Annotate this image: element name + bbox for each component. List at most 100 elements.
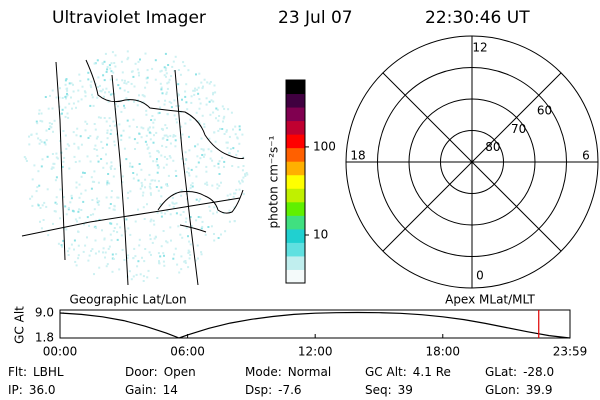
speckle — [90, 176, 93, 179]
speckle — [138, 94, 140, 97]
speckle — [90, 250, 93, 252]
speckle — [137, 208, 139, 211]
speckle — [238, 142, 241, 145]
time: 22:30:46 UT — [425, 8, 530, 28]
speckle — [209, 113, 212, 116]
speckle — [242, 193, 245, 196]
speckle — [173, 253, 176, 256]
speckle — [66, 87, 69, 90]
speckle — [125, 158, 128, 161]
speckle — [128, 125, 131, 128]
speckle — [146, 203, 148, 206]
speckle — [89, 84, 92, 87]
speckle — [91, 96, 94, 99]
speckle — [174, 169, 177, 172]
field-value: -7.6 — [278, 383, 301, 397]
coastline — [157, 189, 244, 214]
field-value: Normal — [288, 365, 331, 379]
speckle — [127, 56, 130, 59]
speckle — [164, 212, 167, 215]
speckle — [216, 108, 219, 111]
speckle — [202, 85, 204, 88]
speckle — [158, 260, 160, 263]
speckle — [108, 64, 111, 67]
speckle — [53, 162, 56, 165]
speckle — [98, 218, 101, 221]
speckle — [166, 87, 169, 90]
speckle — [217, 129, 220, 132]
speckle — [168, 78, 171, 81]
speckle — [171, 65, 174, 68]
speckle — [75, 181, 78, 184]
speckle — [106, 143, 108, 146]
speckle — [242, 165, 245, 167]
speckle — [53, 119, 56, 122]
speckle — [39, 207, 42, 209]
y-tick-label: 1.8 — [35, 331, 54, 345]
speckle — [147, 129, 150, 132]
speckle — [77, 100, 80, 103]
speckle — [238, 128, 241, 131]
speckle — [44, 143, 47, 146]
speckle — [47, 234, 50, 237]
speckle — [130, 82, 133, 85]
speckle — [151, 179, 154, 182]
speckle — [136, 173, 138, 176]
speckle — [155, 131, 158, 134]
speckle — [142, 101, 145, 104]
x-tick-label: 18:00 — [425, 345, 460, 359]
speckle — [77, 254, 80, 257]
speckle — [208, 82, 211, 85]
speckle — [212, 93, 214, 96]
speckle — [66, 89, 69, 92]
speckle — [174, 55, 177, 58]
speckle — [156, 211, 159, 214]
speckle — [202, 155, 205, 158]
speckle — [46, 188, 49, 191]
speckle — [46, 155, 49, 158]
speckle — [130, 278, 133, 281]
speckle — [175, 121, 178, 124]
speckle — [23, 156, 26, 158]
speckle — [159, 106, 162, 109]
speckle — [150, 253, 152, 256]
speckle — [168, 100, 171, 103]
speckle — [112, 175, 115, 178]
speckle — [172, 60, 175, 63]
speckle — [68, 247, 71, 250]
speckle — [139, 187, 142, 190]
speckle — [80, 175, 83, 178]
speckle — [98, 200, 101, 203]
speckle — [37, 137, 40, 140]
speckle — [207, 148, 210, 151]
speckle — [36, 186, 39, 189]
speckle — [215, 117, 217, 120]
speckle — [168, 155, 171, 157]
speckle — [101, 147, 104, 149]
speckle — [178, 271, 181, 274]
speckle — [210, 225, 213, 228]
speckle — [109, 166, 112, 169]
speckle — [45, 205, 48, 208]
speckle — [203, 125, 206, 128]
speckle — [67, 116, 70, 119]
speckle — [108, 207, 111, 210]
field-value: Open — [164, 365, 196, 379]
speckle — [176, 94, 179, 97]
speckle — [90, 86, 93, 89]
y-tick-label: 9.0 — [35, 306, 54, 320]
speckle — [101, 62, 104, 65]
speckle — [138, 74, 140, 77]
speckle — [115, 124, 117, 127]
speckle — [136, 141, 139, 144]
speckle — [234, 192, 237, 195]
speckle — [232, 128, 234, 131]
speckle — [225, 129, 228, 132]
speckle — [220, 233, 222, 236]
colorbar-segment — [286, 215, 305, 230]
speckle — [216, 187, 219, 190]
speckle — [200, 227, 203, 230]
speckle — [184, 220, 187, 223]
speckle — [209, 157, 212, 160]
speckle — [76, 220, 78, 223]
